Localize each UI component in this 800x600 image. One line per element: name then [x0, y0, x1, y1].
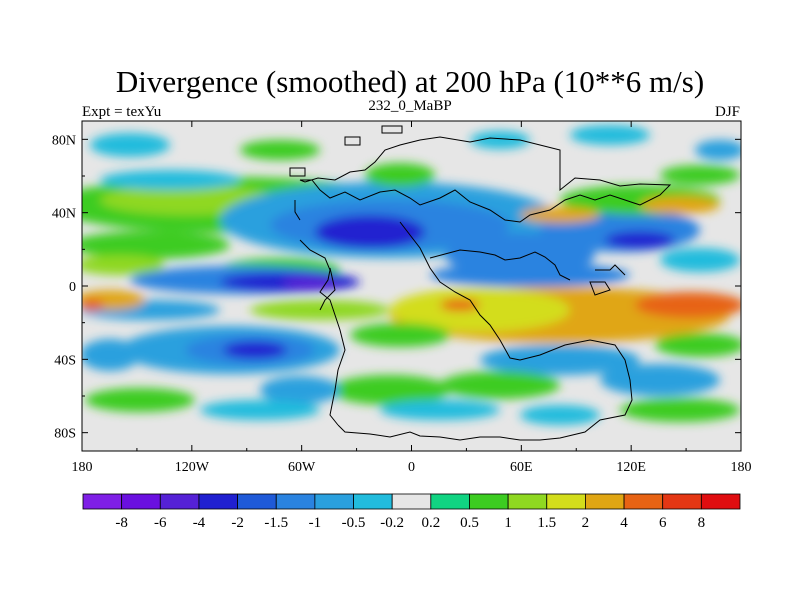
map-area — [82, 121, 741, 451]
colorbar-swatch — [198, 493, 238, 510]
colorbar-label: -8 — [115, 515, 128, 531]
y-tick-label: 80N — [52, 133, 76, 148]
colorbar-swatch — [159, 493, 200, 510]
colorbar-swatch — [585, 493, 625, 510]
x-tick-label: 0 — [408, 460, 415, 475]
colorbar-label: -4 — [193, 515, 206, 531]
colorbar-label: 8 — [698, 515, 706, 531]
colorbar-swatch — [314, 493, 354, 510]
colorbar-swatch — [546, 493, 586, 510]
y-tick-label: 0 — [69, 280, 76, 295]
x-tick-label: 120W — [175, 460, 210, 475]
experiment-label: Expt = texYu — [82, 104, 162, 120]
colorbar-swatch — [82, 493, 123, 510]
colorbar-swatch — [275, 493, 316, 510]
colorbar-label: -0.2 — [380, 515, 404, 531]
colorbar-label: -0.5 — [342, 515, 366, 531]
colorbar: -8 -6 -4 -2 -1.5 -1 -0.5 -0.2 0.2 0.5 1 1.5 2 4 6 8 — [82, 493, 741, 531]
longitude-axis: 180 120W 60W 0 60E 120E 180 — [72, 121, 752, 475]
colorbar-label: 0.5 — [460, 515, 479, 531]
colorbar-swatch — [121, 493, 161, 510]
coastlines — [289, 125, 672, 441]
season-label: DJF — [715, 104, 740, 120]
latitude-axis: 80N 40N 0 40S 80S — [52, 133, 741, 442]
divergence-field — [82, 125, 741, 425]
colorbar-label: -6 — [154, 515, 167, 531]
x-tick-label: 60W — [288, 460, 316, 475]
x-tick-label: 120E — [616, 460, 646, 475]
colorbar-swatch — [662, 493, 702, 510]
colorbar-label: 2 — [582, 515, 590, 531]
colorbar-label: -2 — [231, 515, 244, 531]
y-tick-label: 40S — [54, 353, 76, 368]
x-tick-label: 180 — [731, 460, 752, 475]
colorbar-label: 4 — [620, 515, 628, 531]
colorbar-swatch — [623, 493, 664, 510]
colorbar-swatch — [700, 493, 741, 510]
colorbar-swatch — [391, 493, 432, 510]
colorbar-label: 0.2 — [421, 515, 440, 531]
colorbar-swatch — [430, 493, 470, 510]
colorbar-label: 1 — [504, 515, 512, 531]
x-tick-label: 180 — [72, 460, 93, 475]
period-label: 232_0_MaBP — [368, 98, 451, 114]
colorbar-label: -1.5 — [264, 515, 288, 531]
colorbar-swatch — [469, 493, 509, 510]
figure-title: Divergence (smoothed) at 200 hPa (10**6 … — [116, 64, 704, 99]
colorbar-label: 1.5 — [537, 515, 556, 531]
colorbar-swatch — [507, 493, 548, 510]
y-tick-label: 80S — [54, 427, 76, 442]
x-tick-label: 60E — [510, 460, 533, 475]
y-tick-label: 40N — [52, 207, 76, 222]
colorbar-label: -1 — [309, 515, 322, 531]
colorbar-swatch — [353, 493, 393, 510]
colorbar-swatch — [237, 493, 277, 510]
colorbar-label: 6 — [659, 515, 667, 531]
